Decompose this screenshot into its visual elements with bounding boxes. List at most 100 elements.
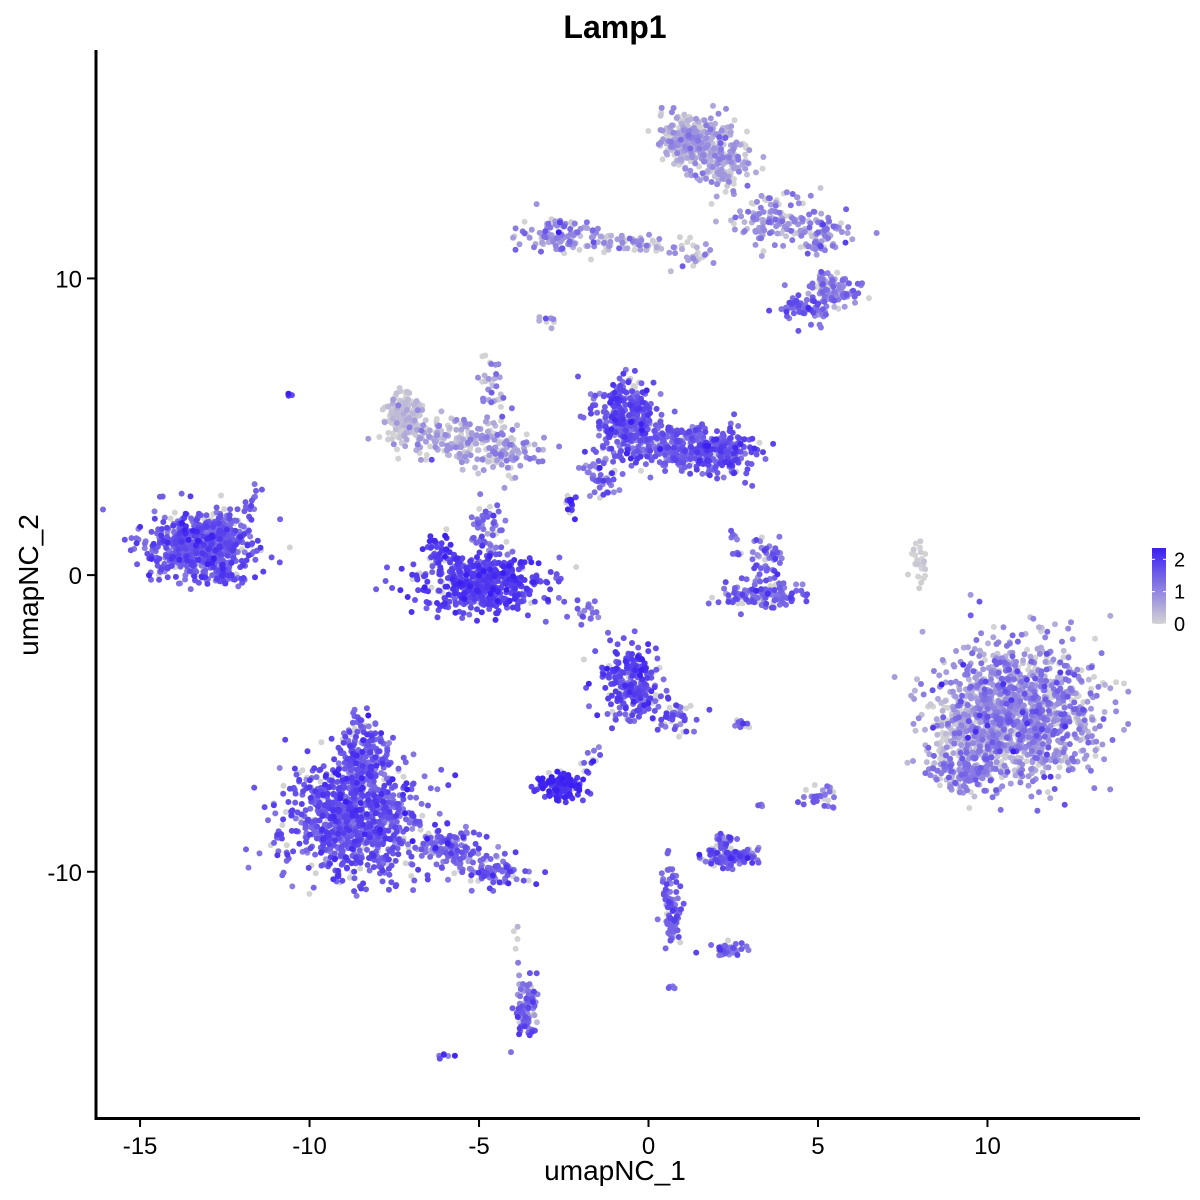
data-point: [480, 526, 487, 533]
data-point: [490, 464, 496, 470]
data-point: [616, 245, 623, 252]
data-point: [638, 467, 644, 474]
data-point: [1069, 636, 1076, 643]
data-point: [1011, 676, 1018, 683]
data-point: [531, 1012, 538, 1019]
data-point: [1065, 654, 1072, 661]
data-point: [704, 168, 711, 175]
data-point: [580, 465, 587, 472]
data-point: [1059, 735, 1066, 742]
data-point: [939, 707, 946, 714]
data-point: [630, 383, 637, 389]
data-point: [708, 200, 715, 207]
data-point: [265, 817, 271, 824]
data-point: [1001, 762, 1008, 769]
data-point: [643, 242, 650, 249]
data-point: [956, 686, 963, 693]
data-point: [873, 230, 880, 236]
data-point: [1054, 700, 1061, 707]
data-point: [312, 851, 319, 858]
data-point: [606, 243, 613, 250]
data-point: [516, 241, 523, 248]
data-point: [1125, 688, 1132, 695]
data-point: [514, 422, 521, 429]
data-point: [776, 533, 783, 540]
data-point: [476, 505, 483, 512]
data-point: [473, 432, 480, 439]
data-point: [810, 208, 817, 215]
data-point: [406, 424, 413, 431]
data-point: [920, 575, 927, 582]
data-point: [409, 825, 416, 832]
data-point: [493, 383, 500, 390]
data-point: [726, 154, 733, 161]
data-point: [984, 743, 991, 750]
data-point: [1054, 688, 1061, 695]
data-point: [317, 778, 324, 785]
data-point: [813, 251, 820, 258]
data-point: [758, 253, 765, 259]
data-point: [1024, 646, 1031, 653]
data-point: [821, 227, 828, 234]
data-point: [458, 444, 464, 450]
data-point: [997, 806, 1004, 813]
data-point: [552, 242, 559, 249]
data-point: [422, 456, 429, 463]
data-point: [528, 226, 535, 233]
data-point: [844, 230, 851, 236]
data-point: [834, 269, 841, 276]
data-point: [690, 255, 697, 262]
data-point: [905, 571, 911, 578]
data-point: [735, 423, 742, 429]
data-point: [1042, 634, 1049, 641]
data-point: [591, 489, 598, 496]
data-point: [480, 395, 487, 402]
data-point: [515, 959, 522, 966]
data-point: [545, 220, 552, 227]
data-point: [754, 198, 760, 205]
data-point: [756, 210, 763, 217]
data-point: [979, 736, 986, 743]
data-point: [521, 448, 528, 455]
data-point: [936, 672, 943, 679]
data-point: [393, 411, 400, 418]
data-point: [657, 112, 664, 119]
data-point: [802, 786, 809, 793]
data-point: [1044, 789, 1051, 796]
data-point: [561, 250, 568, 257]
data-point: [593, 609, 600, 616]
data-point: [758, 192, 765, 199]
data-point: [388, 409, 395, 416]
data-point: [312, 870, 319, 877]
data-point: [657, 391, 664, 397]
data-point: [676, 733, 682, 740]
data-point: [245, 864, 252, 871]
data-point: [251, 481, 258, 488]
data-point: [413, 398, 420, 404]
data-point: [512, 455, 519, 462]
data-point: [1030, 615, 1037, 622]
data-point: [1060, 654, 1067, 661]
data-point: [279, 872, 286, 879]
data-point: [403, 816, 409, 823]
data-point: [1092, 747, 1099, 754]
data-point: [766, 230, 773, 237]
data-point: [969, 740, 976, 747]
data-point: [423, 605, 430, 612]
data-point: [944, 704, 951, 711]
data-point: [1055, 674, 1061, 681]
data-point: [682, 143, 688, 150]
data-point: [918, 681, 924, 687]
data-point: [824, 783, 831, 790]
data-point: [488, 399, 495, 406]
data-point: [484, 530, 491, 537]
data-point: [918, 579, 925, 586]
data-point: [1101, 756, 1108, 763]
data-point: [692, 172, 699, 179]
data-point: [1107, 786, 1114, 793]
data-point: [1009, 632, 1016, 639]
data-point: [726, 178, 732, 185]
data-point: [468, 887, 475, 894]
data-point: [594, 409, 601, 416]
data-point: [1045, 764, 1052, 771]
